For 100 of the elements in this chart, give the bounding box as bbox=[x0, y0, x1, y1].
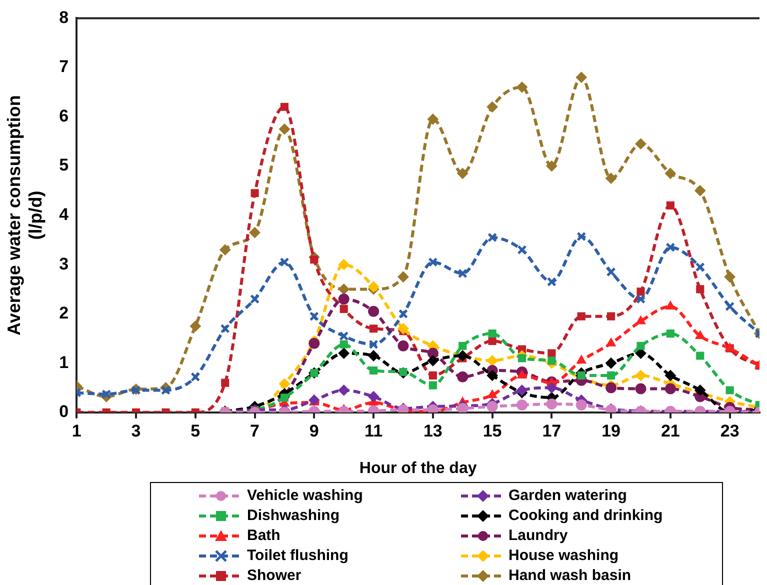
point bbox=[250, 294, 260, 304]
x-axis-title: Hour of the day bbox=[359, 460, 477, 477]
point bbox=[160, 385, 171, 396]
point bbox=[636, 342, 645, 350]
point bbox=[546, 160, 558, 172]
point bbox=[606, 338, 616, 346]
point bbox=[340, 304, 348, 313]
point bbox=[458, 342, 467, 350]
point bbox=[606, 172, 617, 184]
x-tick-label: 23 bbox=[720, 421, 740, 440]
point bbox=[517, 245, 527, 255]
point bbox=[724, 271, 736, 282]
x-tick-label: 13 bbox=[423, 421, 442, 440]
point bbox=[368, 340, 378, 350]
point bbox=[606, 267, 616, 277]
point bbox=[368, 391, 380, 402]
point bbox=[694, 384, 706, 396]
point bbox=[368, 350, 380, 362]
point bbox=[249, 227, 260, 238]
point bbox=[725, 302, 735, 312]
point bbox=[278, 378, 290, 390]
point bbox=[308, 338, 320, 349]
point bbox=[546, 277, 556, 287]
legend-label: Bath bbox=[247, 527, 280, 544]
point bbox=[636, 288, 645, 296]
point bbox=[221, 378, 230, 387]
point bbox=[398, 323, 409, 334]
y-tick-label: 1 bbox=[59, 352, 69, 372]
point bbox=[368, 306, 380, 317]
point bbox=[338, 284, 350, 295]
point bbox=[487, 390, 498, 398]
y-axis-title: Average water consumption (l/p/d) bbox=[4, 95, 46, 336]
x-tick-label: 15 bbox=[482, 421, 502, 440]
point bbox=[695, 262, 705, 272]
point bbox=[338, 294, 350, 305]
x-tick-label: 17 bbox=[542, 421, 562, 440]
point bbox=[548, 349, 556, 358]
point bbox=[607, 371, 616, 380]
point bbox=[488, 330, 496, 338]
point bbox=[220, 324, 230, 334]
point bbox=[664, 383, 676, 394]
legend-label: Hand wash basin bbox=[508, 567, 632, 584]
legend-label: Garden watering bbox=[508, 487, 627, 504]
point bbox=[250, 189, 259, 198]
point bbox=[664, 370, 676, 381]
point bbox=[457, 168, 468, 179]
point bbox=[427, 114, 438, 125]
point bbox=[486, 370, 498, 381]
point bbox=[576, 355, 586, 364]
legend-label: Laundry bbox=[508, 527, 568, 544]
point bbox=[696, 352, 704, 360]
point bbox=[278, 124, 290, 135]
point bbox=[666, 201, 674, 210]
point bbox=[577, 371, 586, 380]
point bbox=[635, 138, 646, 150]
point bbox=[220, 244, 231, 256]
point bbox=[546, 382, 558, 394]
point bbox=[486, 400, 498, 412]
x-tick-label: 9 bbox=[309, 421, 319, 440]
point bbox=[635, 370, 646, 381]
legend-label: Toilet flushing bbox=[247, 547, 348, 564]
point bbox=[577, 312, 586, 320]
y-tick-label: 7 bbox=[59, 57, 69, 76]
y-tick-label: 0 bbox=[59, 402, 69, 422]
point bbox=[666, 242, 676, 252]
point bbox=[664, 168, 676, 179]
point bbox=[338, 259, 350, 270]
point bbox=[486, 355, 498, 366]
point bbox=[280, 394, 289, 402]
point bbox=[606, 382, 617, 394]
point bbox=[340, 340, 348, 348]
point bbox=[576, 72, 587, 83]
x-tick-label: 3 bbox=[131, 421, 141, 440]
legend-label: Dishwashing bbox=[247, 507, 340, 524]
y-tick-label: 3 bbox=[59, 254, 69, 274]
point bbox=[694, 185, 706, 196]
point bbox=[696, 285, 704, 294]
point bbox=[457, 402, 468, 412]
point bbox=[338, 384, 350, 396]
point bbox=[695, 330, 705, 340]
x-tick-label: 1 bbox=[72, 421, 82, 440]
point bbox=[458, 268, 468, 278]
point bbox=[546, 398, 558, 410]
legend-label: Shower bbox=[247, 567, 302, 584]
point bbox=[428, 371, 437, 380]
point bbox=[310, 256, 318, 264]
x-tick-label: 19 bbox=[602, 421, 621, 440]
y-tick-label: 4 bbox=[59, 204, 70, 224]
point bbox=[517, 370, 527, 378]
legend-label: Cooking and drinking bbox=[508, 507, 663, 524]
legend-label: Vehicle washing bbox=[247, 487, 363, 504]
point bbox=[190, 372, 200, 382]
point bbox=[635, 383, 646, 394]
point bbox=[516, 400, 528, 411]
point bbox=[516, 82, 528, 93]
point bbox=[666, 300, 676, 310]
point bbox=[666, 330, 674, 338]
point bbox=[398, 309, 408, 319]
x-tick-label: 21 bbox=[660, 421, 680, 440]
point bbox=[516, 384, 528, 396]
